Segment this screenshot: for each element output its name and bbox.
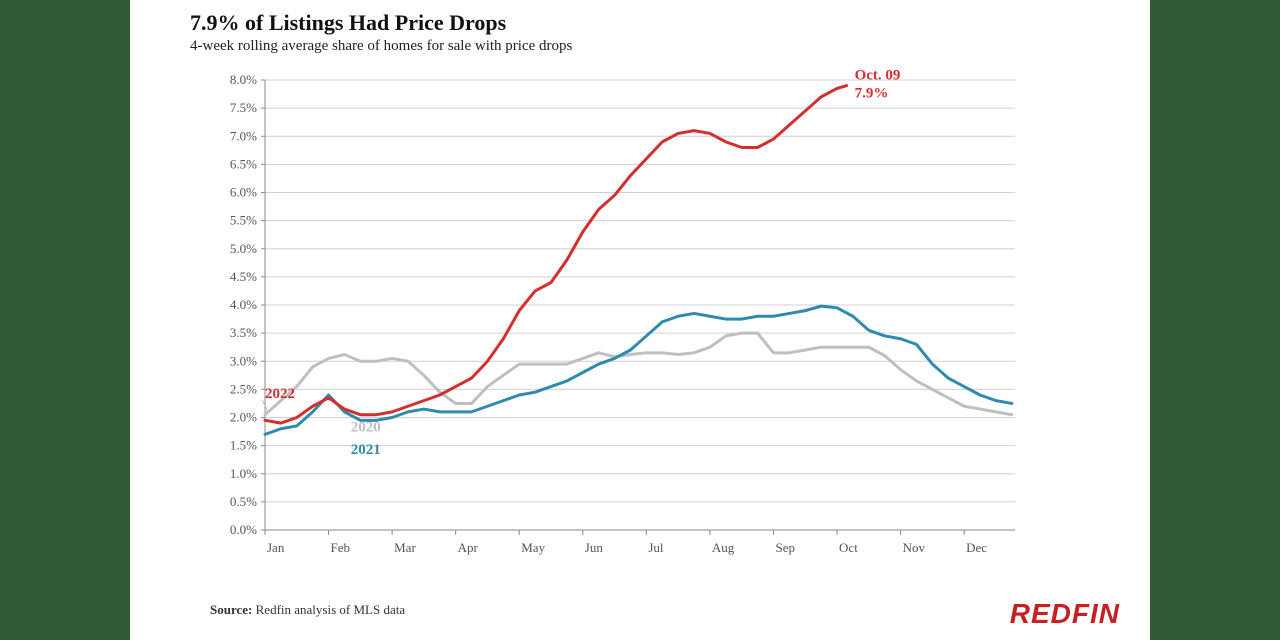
- x-tick-label: Jul: [648, 540, 664, 555]
- y-tick-label: 6.5%: [230, 156, 257, 171]
- x-tick-label: Jun: [585, 540, 604, 555]
- series-2020: [265, 333, 1012, 415]
- y-tick-label: 1.5%: [230, 438, 257, 453]
- y-tick-label: 3.0%: [230, 353, 257, 368]
- series-label-2022: 2022: [265, 386, 295, 402]
- x-tick-label: Nov: [903, 540, 926, 555]
- redfin-logo: REDFIN: [1010, 598, 1120, 630]
- y-tick-label: 4.0%: [230, 297, 257, 312]
- series-label-2020: 2020: [351, 420, 381, 436]
- y-tick-label: 5.0%: [230, 241, 257, 256]
- chart-source: Source: Redfin analysis of MLS data: [210, 602, 405, 618]
- y-tick-label: 3.5%: [230, 325, 257, 340]
- y-tick-label: 2.5%: [230, 381, 257, 396]
- y-tick-label: 0.0%: [230, 522, 257, 537]
- chart-subtitle: 4-week rolling average share of homes fo…: [190, 38, 572, 55]
- y-tick-label: 7.0%: [230, 128, 257, 143]
- y-tick-label: 6.0%: [230, 185, 257, 200]
- y-tick-label: 5.5%: [230, 213, 257, 228]
- x-tick-label: Oct: [839, 540, 858, 555]
- end-label-date: Oct. 09: [855, 70, 901, 84]
- y-tick-label: 2.0%: [230, 410, 257, 425]
- x-tick-label: Sep: [775, 540, 795, 555]
- x-tick-label: Mar: [394, 540, 416, 555]
- x-tick-label: Dec: [966, 540, 987, 555]
- x-tick-label: Jan: [267, 540, 285, 555]
- y-tick-label: 0.5%: [230, 494, 257, 509]
- y-tick-label: 8.0%: [230, 72, 257, 87]
- y-tick-label: 4.5%: [230, 269, 257, 284]
- x-tick-label: Aug: [712, 540, 735, 555]
- x-tick-label: Feb: [331, 540, 351, 555]
- series-label-2021: 2021: [351, 442, 381, 458]
- line-chart: 0.0% 0.5% 1.0% 1.5% 2.0% 2.5% 3.0% 3.5% 4.0% 4.5%…: [210, 70, 1080, 570]
- chart-card: 7.9% of Listings Had Price Drops 4-week …: [130, 0, 1150, 640]
- y-tick-label: 7.5%: [230, 100, 257, 115]
- x-tick-label: Apr: [458, 540, 479, 555]
- chart-title: 7.9% of Listings Had Price Drops: [190, 10, 506, 36]
- y-tick-label: 1.0%: [230, 466, 257, 481]
- x-tick-label: May: [521, 540, 545, 555]
- end-label-value: 7.9%: [855, 86, 889, 102]
